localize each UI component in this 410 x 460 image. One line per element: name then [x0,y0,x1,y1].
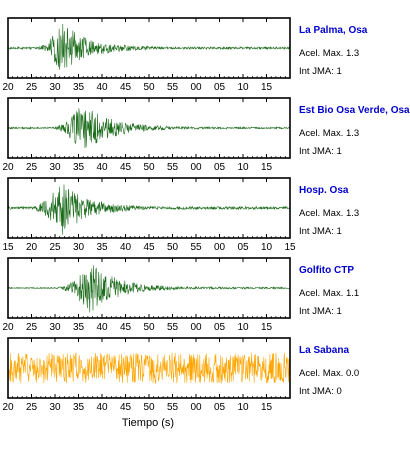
x-tick-label: 30 [49,322,61,333]
x-tick-label: 40 [96,402,108,413]
waveform-trace [7,108,291,149]
x-tick-label: 10 [237,402,249,413]
x-tick-label: 20 [2,162,14,173]
station-panel: 20 25 30 35 40 45 50 55 00 05 10 15 La Palma, Osa Ace… [2,17,368,93]
x-tick-label: 15 [261,162,273,173]
waveform-trace [7,184,291,235]
panels-group: 20 25 30 35 40 45 50 55 00 05 10 15 La Palma, Osa Ace… [2,17,410,413]
x-tick-label: 40 [96,322,108,333]
x-tick-label: 00 [190,402,202,413]
x-tick-label: 05 [214,162,226,173]
jma-intensity-label: Int JMA: 1 [299,66,342,77]
jma-intensity-label: Int JMA: 0 [299,386,342,397]
x-tick-label: 15 [261,402,273,413]
x-tick-label: 05 [214,322,226,333]
x-tick-label: 05 [214,402,226,413]
x-tick-label: 25 [26,82,38,93]
x-tick-label: 55 [190,242,202,253]
x-tick-label: 15 [2,242,14,253]
x-tick-label: 15 [261,322,273,333]
x-tick-label: 35 [73,322,85,333]
x-tick-label: 05 [237,242,249,253]
x-tick-label: 45 [120,322,132,333]
jma-intensity-label: Int JMA: 1 [299,226,342,237]
x-tick-label: 30 [49,162,61,173]
x-tick-label: 35 [73,162,85,173]
x-tick-label: 05 [214,82,226,93]
x-tick-label: 55 [167,82,179,93]
x-tick-label: 10 [237,82,249,93]
acel-max-label: Acel. Max. 0.0 [299,368,359,379]
x-tick-label: 00 [190,322,202,333]
x-tick-label: 30 [49,82,61,93]
x-tick-label: 20 [2,322,14,333]
x-tick-label: 15 [284,242,296,253]
acel-max-label: Acel. Max. 1.3 [299,208,359,219]
x-tick-label: 25 [49,242,61,253]
x-tick-label: 35 [96,242,108,253]
waveform-trace [7,265,291,313]
x-tick-label: 40 [96,162,108,173]
x-tick-label: 45 [120,82,132,93]
x-tick-label: 10 [237,322,249,333]
x-tick-label: 20 [2,82,14,93]
x-tick-label: 10 [261,242,273,253]
station-name: Golfito CTP [299,265,354,276]
x-tick-label: 50 [143,82,155,93]
x-tick-label: 35 [73,402,85,413]
x-tick-label: 20 [26,242,38,253]
x-tick-label: 40 [120,242,132,253]
x-tick-label: 30 [49,402,61,413]
x-tick-label: 50 [143,162,155,173]
x-tick-label: 35 [73,82,85,93]
jma-intensity-label: Int JMA: 1 [299,306,342,317]
x-tick-label: 25 [26,402,38,413]
x-tick-label: 45 [143,242,155,253]
x-tick-label: 55 [167,402,179,413]
x-tick-label: 25 [26,162,38,173]
station-panel: 15 20 25 30 35 40 45 50 55 00 05 10 15 Hosp. Osa Acel.… [2,177,359,253]
x-tick-label: 30 [73,242,85,253]
x-tick-label: 40 [96,82,108,93]
x-tick-label: 50 [143,322,155,333]
x-axis-title: Tiempo (s) [122,417,174,429]
x-tick-label: 00 [190,82,202,93]
waveform-trace [7,23,291,70]
acel-max-label: Acel. Max. 1.3 [299,48,359,59]
station-panel: 20 25 30 35 40 45 50 55 00 05 10 15 La Sabana Acel. M… [2,337,359,413]
jma-intensity-label: Int JMA: 1 [299,146,342,157]
x-tick-label: 15 [261,82,273,93]
x-tick-label: 55 [167,322,179,333]
x-tick-label: 10 [237,162,249,173]
station-name: Est Bio Osa Verde, Osa [299,105,410,116]
x-tick-label: 55 [167,162,179,173]
station-panel: 20 25 30 35 40 45 50 55 00 05 10 15 Golfito CTP Acel.… [2,257,359,333]
x-tick-label: 50 [143,402,155,413]
x-tick-label: 45 [120,162,132,173]
station-panel: 20 25 30 35 40 45 50 55 00 05 10 15 Est Bio Osa Verd… [2,97,410,173]
x-tick-label: 00 [214,242,226,253]
station-name: La Palma, Osa [299,25,368,36]
x-tick-label: 20 [2,402,14,413]
waveform-trace [7,352,291,384]
x-tick-label: 25 [26,322,38,333]
x-tick-label: 50 [167,242,179,253]
station-name: La Sabana [299,345,349,356]
x-tick-label: 45 [120,402,132,413]
x-tick-label: 00 [190,162,202,173]
acel-max-label: Acel. Max. 1.1 [299,288,359,299]
station-name: Hosp. Osa [299,185,349,196]
acel-max-label: Acel. Max. 1.3 [299,128,359,139]
